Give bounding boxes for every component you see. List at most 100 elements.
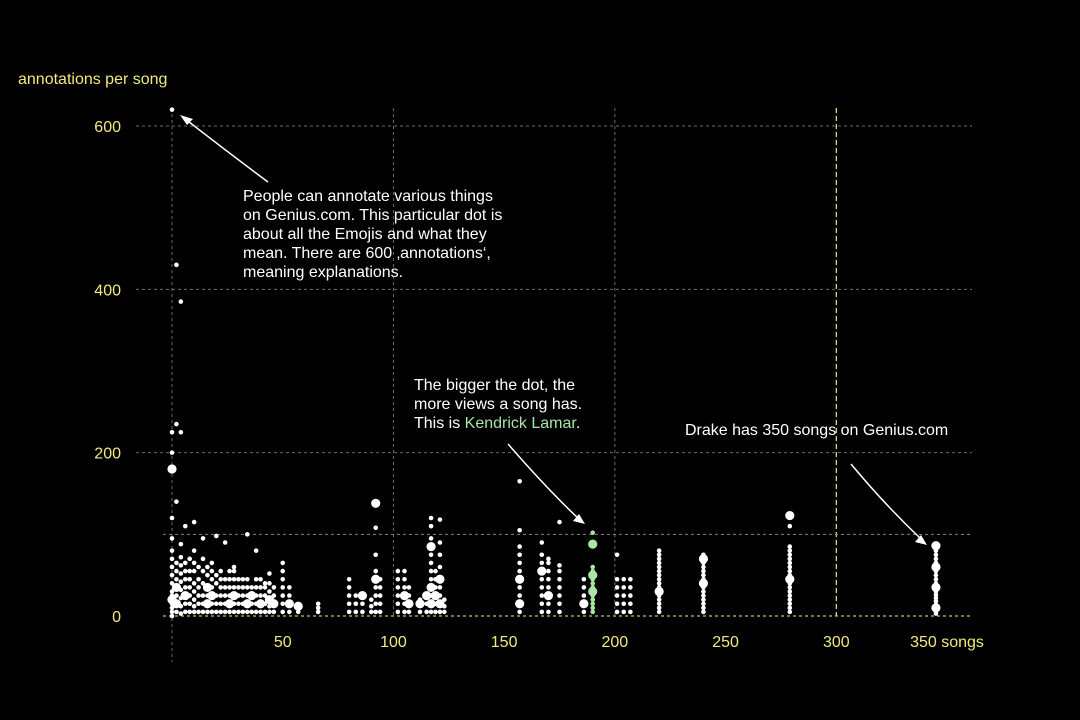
data-point [267, 581, 272, 586]
data-point [191, 603, 197, 609]
data-point [187, 593, 193, 598]
y-tick-label: 400 [94, 282, 121, 299]
data-point [353, 601, 359, 607]
data-point [590, 568, 596, 574]
data-point [377, 576, 383, 582]
data-point [218, 568, 224, 574]
data-point [174, 262, 179, 268]
data-point [395, 601, 401, 607]
data-point [218, 576, 224, 582]
data-point [614, 576, 620, 582]
data-point [395, 585, 401, 590]
data-point [187, 601, 193, 607]
data-point [442, 597, 447, 602]
data-point [267, 609, 272, 615]
y-tick-label: 200 [94, 446, 121, 463]
data-point [787, 597, 793, 602]
data-point [209, 585, 215, 590]
data-point [178, 554, 184, 560]
data-point [373, 552, 379, 558]
x-tick-label: 250 [712, 634, 739, 651]
data-point [656, 548, 662, 553]
data-point [437, 564, 443, 570]
data-point [373, 525, 379, 531]
data-point [628, 585, 633, 590]
data-point [371, 498, 381, 508]
data-point [701, 589, 706, 594]
data-point [213, 533, 219, 539]
data-point [269, 599, 279, 609]
data-point [182, 585, 188, 590]
data-point [377, 585, 383, 590]
data-point [787, 609, 793, 615]
y-tick-label: 600 [94, 119, 121, 136]
data-point [395, 576, 401, 582]
x-tick-label: 350 songs [910, 634, 984, 651]
data-point [424, 609, 429, 615]
annotation-kendrick-suffix: . [576, 415, 580, 432]
x-tick-label: 300 [823, 634, 850, 651]
data-point [315, 605, 321, 611]
data-point [293, 601, 303, 611]
y-axis-label: annotations per song [18, 71, 167, 88]
data-point [169, 613, 175, 619]
data-point [787, 564, 793, 570]
data-point [537, 566, 547, 576]
data-point [258, 593, 263, 598]
data-point [167, 464, 177, 474]
data-point [656, 556, 662, 562]
data-point [169, 609, 175, 615]
data-point [557, 563, 562, 568]
data-point [656, 572, 662, 578]
data-point [284, 599, 294, 609]
data-point [180, 590, 190, 601]
data-point [701, 605, 706, 611]
annotation-kendrick: The bigger the dot, the more views a son… [414, 377, 585, 524]
data-point [437, 593, 443, 598]
data-point [178, 611, 184, 616]
data-point [209, 568, 215, 574]
data-point [213, 593, 219, 598]
data-point [442, 609, 447, 615]
data-point [428, 609, 434, 615]
data-point [579, 599, 589, 609]
data-point [169, 593, 175, 598]
data-point [417, 609, 423, 615]
data-point [353, 609, 359, 615]
data-point [191, 609, 197, 615]
data-point [614, 585, 620, 590]
data-point [399, 590, 410, 601]
data-point [426, 541, 436, 552]
data-point [196, 576, 201, 582]
data-point [701, 552, 706, 558]
data-point [515, 574, 525, 584]
data-point [517, 585, 522, 590]
data-point [213, 609, 219, 615]
data-point [196, 585, 201, 590]
data-point [590, 605, 596, 611]
data-point [182, 523, 188, 529]
data-point [933, 560, 939, 566]
data-point [406, 593, 412, 598]
data-point [590, 601, 596, 607]
data-point [588, 539, 598, 549]
data-point [209, 609, 215, 615]
data-point [701, 572, 706, 578]
y-tick-label: 0 [112, 609, 121, 626]
data-point [590, 530, 596, 535]
data-point [428, 576, 434, 582]
data-point [247, 590, 257, 601]
data-point [196, 609, 201, 615]
data-point [236, 585, 241, 590]
data-point [373, 609, 379, 615]
data-point [191, 589, 197, 594]
data-point [787, 568, 793, 574]
data-point [209, 560, 215, 566]
data-point [395, 593, 401, 598]
data-point [244, 585, 250, 590]
data-point [581, 593, 587, 598]
data-point [213, 581, 219, 586]
data-point [515, 599, 525, 609]
data-point [787, 552, 793, 558]
data-point [787, 572, 793, 578]
